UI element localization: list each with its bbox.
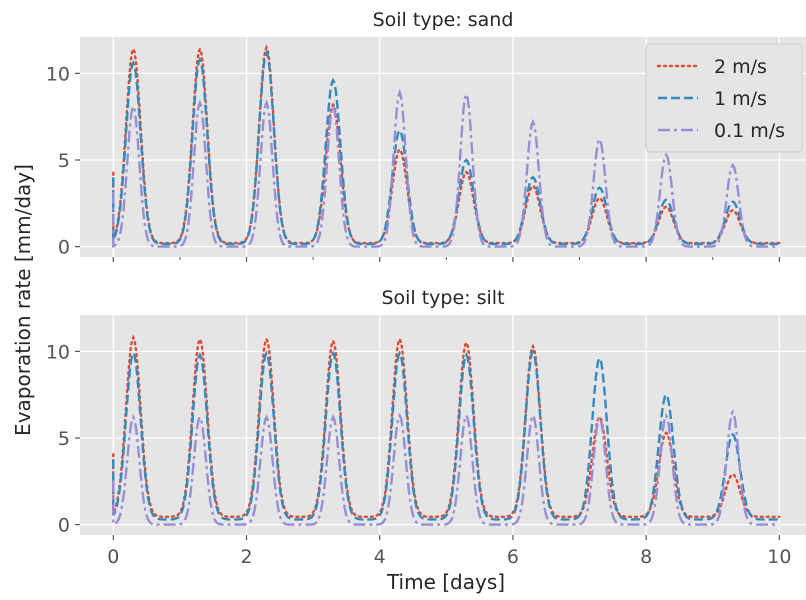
panel-title: Soil type: sand — [373, 9, 514, 31]
legend: 2 m/s 1 m/s 0.1 m/s — [645, 43, 803, 153]
legend-frame — [645, 43, 803, 153]
y-tick-label: 10 — [46, 63, 70, 85]
y-tick-label: 5 — [58, 150, 70, 172]
y-tick-label: 5 — [58, 428, 70, 450]
x-tick-label: 0 — [107, 546, 119, 568]
x-tick-label: 4 — [374, 546, 386, 568]
x-tick-label: 8 — [640, 546, 652, 568]
panel-title: Soil type: silt — [381, 287, 504, 309]
x-axis-label: Time [days] — [386, 570, 505, 594]
legend-label: 2 m/s — [714, 56, 767, 78]
series-line-0-1-m-s — [112, 88, 780, 248]
series-line-1-m-s — [112, 348, 780, 521]
legend-label: 0.1 m/s — [714, 120, 785, 142]
series-group — [112, 44, 781, 248]
series-group — [112, 334, 781, 526]
x-tick-label: 6 — [507, 546, 519, 568]
y-tick-label: 0 — [58, 515, 70, 537]
y-axis-label: Evaporation rate [mm/day] — [11, 164, 35, 436]
panel-sand: 0 5 10 Soil type: sand 2 m/s 1 m/s 0.1 m/s — [46, 9, 806, 262]
x-tick-label: 2 — [240, 546, 252, 568]
x-tick-label: 10 — [767, 546, 791, 568]
y-tick-label: 10 — [46, 341, 70, 363]
series-line-1-m-s — [112, 49, 780, 246]
series-line-2-m-s — [112, 44, 781, 245]
legend-label: 1 m/s — [714, 88, 767, 110]
panel-silt: 0 5 10 0 2 4 6 8 10 Soil type: silt — [46, 287, 806, 568]
series-line-2-m-s — [112, 334, 781, 518]
y-tick-label: 0 — [58, 237, 70, 259]
series-line-0-1-m-s — [112, 409, 780, 526]
